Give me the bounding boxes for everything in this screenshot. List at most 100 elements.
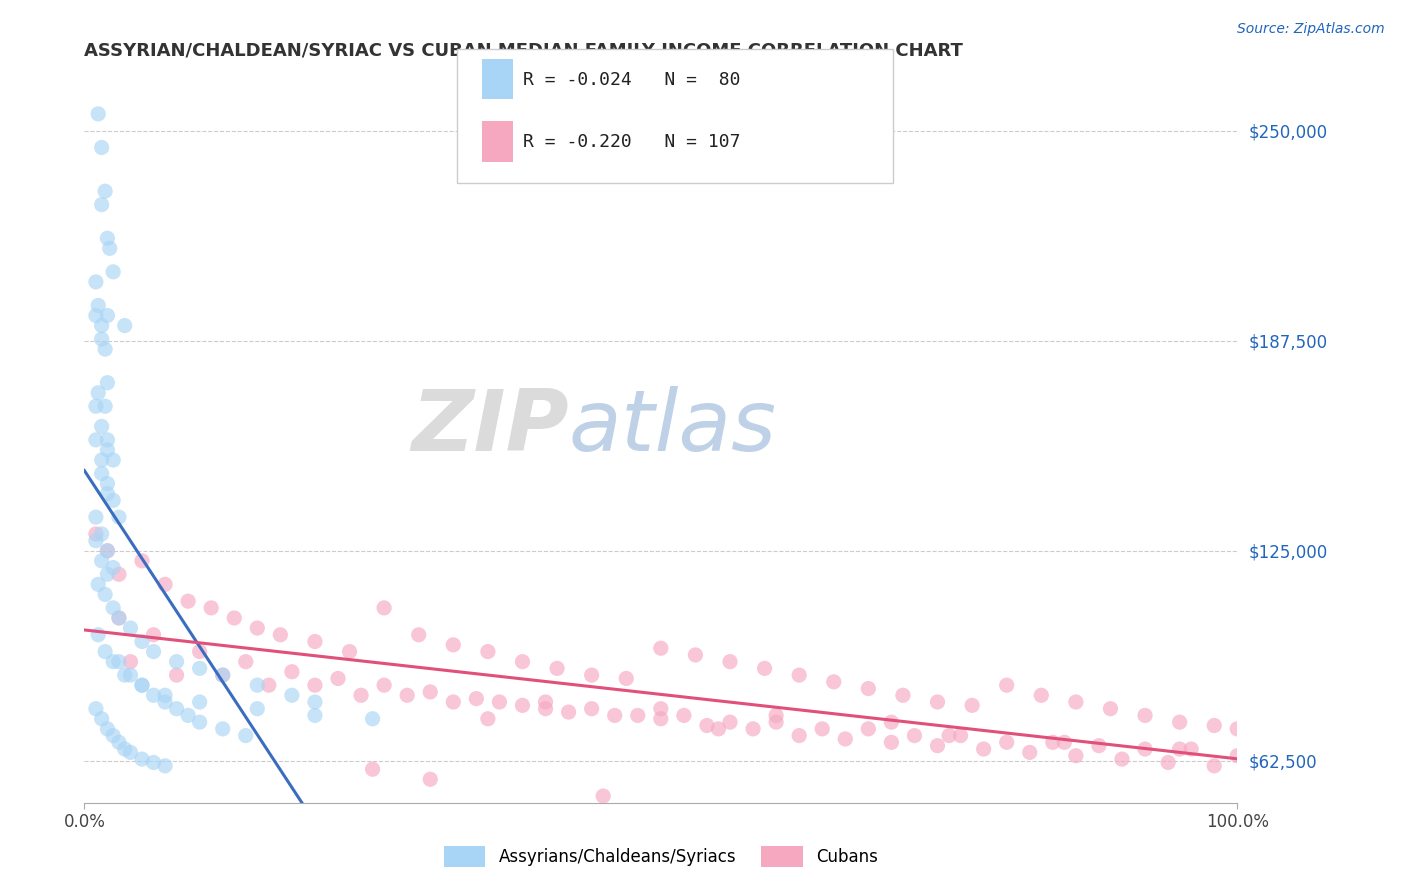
Point	[211, 668, 233, 682]
Point	[696, 718, 718, 732]
Point	[108, 567, 131, 582]
Point	[1064, 695, 1087, 709]
Point	[408, 628, 430, 642]
Point	[858, 722, 880, 736]
Point	[441, 638, 464, 652]
Point	[1204, 718, 1226, 732]
Point	[96, 376, 118, 390]
Point	[373, 678, 395, 692]
Text: R = -0.220   N = 107: R = -0.220 N = 107	[523, 133, 741, 151]
Point	[90, 712, 112, 726]
Point	[627, 708, 650, 723]
Point	[114, 742, 136, 756]
Point	[1226, 722, 1249, 736]
Point	[96, 309, 118, 323]
Point	[103, 493, 124, 508]
Point	[94, 342, 117, 356]
Point	[235, 655, 257, 669]
Point	[87, 385, 110, 400]
Point	[339, 644, 361, 658]
Point	[304, 695, 326, 709]
Point	[142, 756, 165, 770]
Point	[96, 543, 118, 558]
Point	[326, 672, 349, 686]
Text: R = -0.024   N =  80: R = -0.024 N = 80	[523, 70, 741, 88]
Point	[257, 678, 280, 692]
Point	[1168, 715, 1191, 730]
Point	[142, 644, 165, 658]
Point	[1053, 735, 1076, 749]
Point	[153, 577, 176, 591]
Point	[650, 712, 672, 726]
Point	[166, 702, 188, 716]
Point	[96, 722, 118, 736]
Point	[84, 399, 107, 413]
Point	[903, 729, 925, 743]
Point	[350, 688, 373, 702]
Text: Source: ZipAtlas.com: Source: ZipAtlas.com	[1237, 22, 1385, 37]
Point	[84, 275, 107, 289]
Point	[246, 621, 269, 635]
Point	[84, 533, 107, 548]
Point	[142, 628, 165, 642]
Point	[361, 712, 384, 726]
Point	[927, 739, 949, 753]
Point	[304, 634, 326, 648]
Point	[534, 702, 557, 716]
Point	[131, 634, 153, 648]
Point	[246, 678, 269, 692]
Point	[108, 611, 131, 625]
Point	[142, 688, 165, 702]
Point	[87, 107, 110, 121]
Point	[120, 745, 142, 759]
Point	[211, 722, 233, 736]
Point	[103, 453, 124, 467]
Point	[188, 715, 211, 730]
Point	[373, 600, 395, 615]
Point	[1031, 688, 1053, 702]
Point	[90, 332, 112, 346]
Point	[361, 762, 384, 776]
Point	[1133, 708, 1156, 723]
Point	[304, 678, 326, 692]
Point	[120, 655, 142, 669]
Point	[84, 527, 107, 541]
Point	[949, 729, 972, 743]
Point	[131, 554, 153, 568]
Point	[477, 712, 499, 726]
Point	[90, 527, 112, 541]
Point	[153, 759, 176, 773]
Point	[477, 644, 499, 658]
Point	[603, 708, 626, 723]
Point	[1133, 742, 1156, 756]
Point	[1168, 742, 1191, 756]
Point	[960, 698, 983, 713]
Point	[650, 641, 672, 656]
Point	[131, 678, 153, 692]
Point	[84, 433, 107, 447]
Point	[891, 688, 914, 702]
Point	[90, 467, 112, 481]
Point	[995, 678, 1018, 692]
Point	[1064, 748, 1087, 763]
Point	[557, 705, 579, 719]
Point	[90, 197, 112, 211]
Point	[108, 611, 131, 625]
Point	[108, 510, 131, 524]
Point	[94, 644, 117, 658]
Point	[1018, 745, 1040, 759]
Point	[120, 668, 142, 682]
Point	[235, 729, 257, 743]
Point	[718, 655, 741, 669]
Point	[131, 678, 153, 692]
Point	[281, 665, 304, 679]
Point	[581, 668, 603, 682]
Point	[87, 628, 110, 642]
Point	[811, 722, 834, 736]
Point	[685, 648, 707, 662]
Point	[96, 476, 118, 491]
Point	[707, 722, 730, 736]
Point	[1180, 742, 1202, 756]
Point	[592, 789, 614, 803]
Point	[938, 729, 960, 743]
